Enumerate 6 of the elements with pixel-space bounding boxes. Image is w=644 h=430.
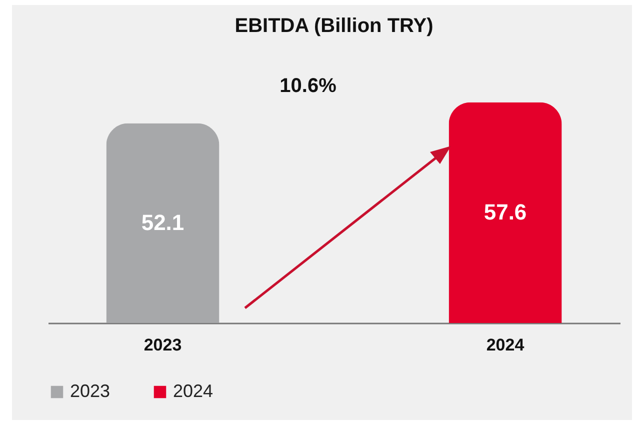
legend-label: 2024 xyxy=(173,381,214,401)
text: 10.6% xyxy=(280,75,337,97)
chart-title: EBITDA (Billion TRY) xyxy=(234,15,434,37)
data-label: 52.1 xyxy=(141,210,184,236)
legend-label: 2023 xyxy=(70,381,110,401)
data-label: 57.6 xyxy=(484,200,527,225)
